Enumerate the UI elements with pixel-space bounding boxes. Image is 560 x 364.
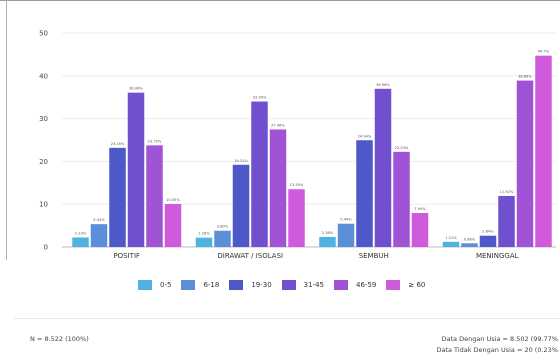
bar: [288, 189, 305, 247]
total-count-note: N = 8.522 (100%): [30, 335, 89, 343]
bar: [195, 237, 213, 247]
legend-item: 0-5: [138, 280, 171, 290]
age-group-bar-chart: 0 10 20 30 40 50 2.23% 5.34% 23.16% 36.06% 23.75% 1…: [39, 30, 556, 260]
bar: [109, 147, 126, 247]
bar: [214, 230, 231, 247]
data-label: 27.46%: [271, 123, 285, 127]
y-tick-label: 40: [39, 72, 48, 80]
data-label: 33.99%: [253, 96, 267, 100]
bar: [461, 243, 478, 247]
bar: [535, 55, 552, 248]
category-label: SEMBUH: [359, 252, 389, 260]
data-label: 3.80%: [217, 225, 229, 229]
data-label: 2.36%: [322, 231, 334, 235]
data-label: 19.21%: [234, 159, 248, 163]
legend-swatch: [386, 280, 401, 290]
bar: [393, 151, 410, 247]
legend-item: ≥ 60: [386, 280, 425, 290]
footer-divider: [14, 318, 560, 319]
data-label: 7.94%: [414, 207, 426, 211]
bar: [90, 224, 108, 247]
bar: [72, 237, 89, 247]
legend-label: 19-30: [251, 281, 272, 289]
bar: [374, 88, 392, 247]
legend-label: 6-18: [203, 281, 220, 289]
legend-item: 31-45: [281, 280, 325, 290]
left-border: [6, 0, 7, 260]
data-without-age: Data Tidak Dengan Usia = 20 (0.23%: [436, 346, 558, 354]
bar: [498, 195, 515, 247]
data-label: 5.34%: [93, 218, 105, 222]
data-label: 13.50%: [290, 183, 304, 187]
data-label: 23.16%: [111, 142, 125, 146]
bar: [442, 241, 460, 247]
legend-item: 6-18: [181, 280, 219, 290]
legend-swatch: [138, 280, 152, 290]
y-tick-label: 20: [39, 158, 48, 166]
bar: [479, 235, 497, 247]
legend-item: 46-59: [334, 280, 376, 290]
data-label: 2.18%: [198, 232, 210, 236]
data-label: 38.88%: [518, 75, 532, 79]
y-tick-label: 50: [39, 30, 48, 38]
data-age-note: Data Dengan Usia = 8.502 (99.77% Data Ti…: [436, 334, 558, 356]
bar: [516, 80, 534, 247]
data-label: 36.96%: [376, 83, 390, 87]
top-border: [0, 0, 560, 10]
data-label: 1.21%: [445, 236, 457, 240]
bar: [232, 164, 250, 247]
bar: [269, 129, 287, 247]
bar: [251, 101, 268, 247]
legend-swatch: [181, 280, 196, 290]
y-tick-label: 0: [44, 244, 48, 252]
data-label: 11.92%: [500, 190, 514, 194]
legend-swatch: [334, 280, 349, 290]
legend-item: 19-30: [229, 280, 272, 290]
y-tick-label: 10: [39, 201, 48, 209]
data-label: 0.86%: [464, 237, 476, 241]
data-label: 36.06%: [129, 87, 143, 91]
legend-label: 46-59: [356, 281, 377, 289]
data-label: 10.05%: [166, 198, 180, 202]
legend-swatch: [229, 280, 244, 290]
data-label: 2.64%: [482, 230, 494, 234]
data-label: 22.24%: [395, 146, 409, 150]
legend-label: 0-5: [160, 281, 172, 289]
legend-label: 31-45: [303, 281, 325, 289]
bar: [164, 203, 182, 247]
data-label: 24.94%: [358, 134, 372, 138]
bar: [337, 223, 355, 247]
category-label: DIRAWAT / ISOLASI: [217, 252, 283, 260]
data-label: 23.75%: [148, 139, 162, 143]
category-label: POSITIF: [113, 252, 140, 260]
data-label: 44.7%: [538, 50, 550, 54]
legend-label: ≥ 60: [408, 281, 426, 289]
bar: [146, 145, 163, 247]
data-with-age: Data Dengan Usia = 8.502 (99.77%: [441, 335, 558, 343]
chart-legend: 0-5 6-18 19-30 31-45 46-59 ≥ 60: [138, 278, 435, 292]
legend-swatch: [281, 280, 296, 290]
y-tick-label: 30: [39, 115, 48, 123]
bar: [127, 92, 145, 247]
data-label: 5.44%: [340, 218, 352, 222]
data-label: 2.23%: [75, 231, 87, 235]
category-label: MENINGGAL: [476, 252, 519, 260]
bar: [411, 213, 429, 247]
bar: [319, 236, 336, 247]
bar: [356, 140, 373, 247]
